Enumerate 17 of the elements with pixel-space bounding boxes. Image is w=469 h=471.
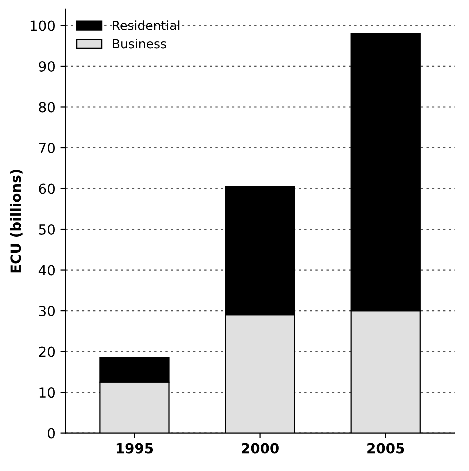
- x-tick-label: 2005: [368, 443, 404, 454]
- y-tick-label: 70: [39, 142, 56, 154]
- x-tick-label: 2000: [242, 443, 279, 454]
- y-tick-label: 60: [39, 184, 56, 194]
- legend-label: Business: [113, 39, 166, 49]
- y-tick-label: 10: [40, 388, 56, 398]
- y-tick-label: 50: [39, 224, 56, 235]
- y-tick-label: 100: [30, 20, 56, 32]
- legend-label: Residential: [113, 20, 180, 30]
- y-tick-label: 40: [38, 265, 56, 276]
- y-tick-label: 20: [39, 346, 56, 358]
- y-tick-label: 90: [39, 61, 56, 72]
- x-tick-label: 1995: [116, 443, 154, 454]
- y-tick-label: 80: [39, 102, 56, 113]
- y-axis-title: ECU (billions): [10, 170, 23, 273]
- y-tick-label: 30: [39, 306, 56, 317]
- y-tick-label: 0: [48, 428, 56, 439]
